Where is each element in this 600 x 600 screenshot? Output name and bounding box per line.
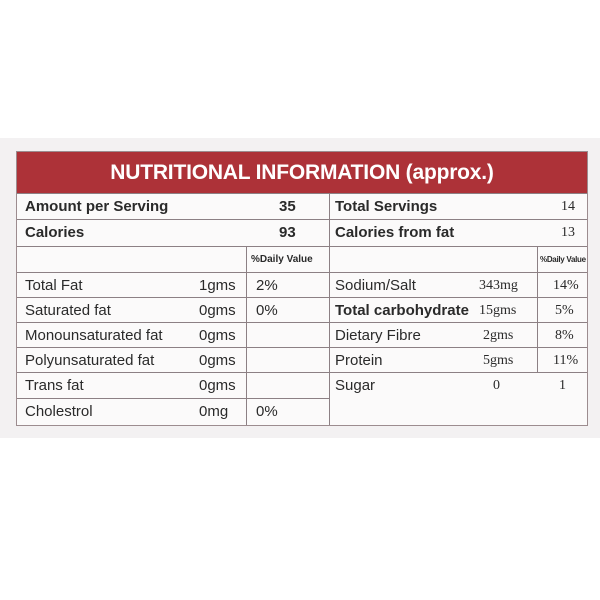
nutrient-dv: 2% bbox=[256, 277, 278, 294]
calories-value: 93 bbox=[279, 224, 296, 241]
total-servings-label: Total Servings bbox=[335, 198, 438, 215]
nutrient-name: Sodium/Salt bbox=[335, 277, 416, 294]
nutrient-name: Polyunsaturated fat bbox=[25, 352, 155, 369]
nutrient-amount: 0gms bbox=[199, 302, 236, 319]
rule bbox=[17, 297, 587, 298]
amount-per-serving-label: Amount per Serving bbox=[25, 198, 169, 215]
rule bbox=[17, 398, 329, 399]
nutrient-amount: 343mg bbox=[479, 278, 518, 293]
nutrient-name: Monounsaturated fat bbox=[25, 327, 163, 344]
nutrition-table: Amount per Serving 35 Total Servings 14 … bbox=[17, 193, 587, 425]
nutrient-name: Cholestrol bbox=[25, 403, 93, 420]
nutrient-amount: 0gms bbox=[199, 352, 236, 369]
calories-from-fat-label: Calories from fat bbox=[335, 224, 455, 241]
rule bbox=[17, 322, 587, 323]
nutrient-amount: 0 bbox=[493, 378, 500, 393]
nutrient-name: Sugar bbox=[335, 377, 376, 394]
nutrient-dv: 1 bbox=[559, 378, 566, 393]
nutrient-dv: 0% bbox=[256, 302, 278, 319]
nutrition-label: NUTRITIONAL INFORMATION (approx.) Amount… bbox=[16, 151, 588, 426]
nutrient-amount: 1gms bbox=[199, 277, 236, 294]
nutrient-dv: 8% bbox=[555, 328, 574, 343]
rule bbox=[17, 272, 587, 273]
nutrient-amount: 5gms bbox=[483, 353, 514, 368]
calories-label: Calories bbox=[25, 224, 85, 241]
nutrient-amount: 0gms bbox=[199, 327, 236, 344]
nutrient-dv: 0% bbox=[256, 403, 278, 420]
nutrient-amount: 15gms bbox=[479, 303, 517, 318]
rule bbox=[17, 372, 587, 373]
rule bbox=[246, 246, 247, 425]
rule bbox=[17, 193, 587, 194]
nutrient-name: Dietary Fibre bbox=[335, 327, 421, 344]
nutrient-amount: 0mg bbox=[199, 403, 229, 420]
nutrient-name: Trans fat bbox=[25, 377, 84, 394]
nutrient-dv: 14% bbox=[553, 278, 579, 293]
nutrition-title: NUTRITIONAL INFORMATION (approx.) bbox=[17, 152, 587, 193]
daily-value-header: %Daily Value bbox=[251, 254, 313, 265]
total-servings-value: 14 bbox=[561, 199, 575, 214]
nutrient-amount: 0gms bbox=[199, 377, 236, 394]
rule bbox=[329, 193, 330, 425]
nutrient-name: Saturated fat bbox=[25, 302, 111, 319]
daily-value-header: %Daily Value bbox=[540, 255, 586, 264]
rule bbox=[537, 246, 538, 372]
nutrient-dv: 5% bbox=[555, 303, 574, 318]
nutrient-name: Total carbohydrate bbox=[335, 302, 469, 319]
rule bbox=[17, 246, 587, 247]
nutrient-name: Protein bbox=[335, 352, 383, 369]
rule bbox=[17, 219, 587, 220]
rule bbox=[17, 347, 587, 348]
nutrient-amount: 2gms bbox=[483, 328, 514, 343]
amount-per-serving-value: 35 bbox=[279, 198, 296, 215]
calories-from-fat-value: 13 bbox=[561, 225, 575, 240]
nutrient-name: Total Fat bbox=[25, 277, 83, 294]
nutrient-dv: 11% bbox=[553, 353, 579, 368]
